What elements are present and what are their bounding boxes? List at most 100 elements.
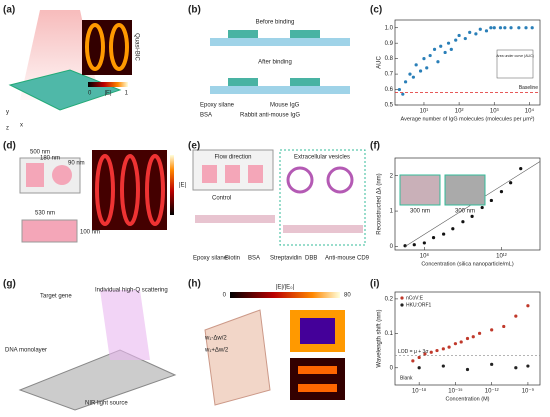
y-tick-label: 0.8 — [385, 56, 394, 62]
scale-label: 300 nm — [410, 209, 430, 215]
x-tick-label: 10² — [455, 109, 464, 115]
field-lobe — [109, 23, 129, 71]
legend-marker — [400, 303, 404, 307]
x-axis-label: Average number of IgG molecules (molecul… — [401, 116, 535, 122]
point — [509, 26, 513, 30]
substrate — [18, 349, 177, 411]
side-view — [21, 219, 78, 243]
label: 530 nm — [35, 211, 55, 217]
label: |E|/|E₀| — [276, 285, 295, 291]
x-tick-label: 10⁸ — [420, 253, 430, 260]
point — [457, 33, 461, 38]
point — [425, 66, 429, 70]
point — [484, 29, 489, 33]
point — [441, 347, 445, 351]
point — [411, 75, 415, 79]
point — [514, 314, 518, 318]
panel-label: (i) — [370, 279, 379, 290]
x-tick-label: 10¹ — [420, 109, 429, 115]
legend: DBB — [305, 256, 317, 262]
label: 80 — [344, 293, 351, 299]
x-tick-label: 10⁻¹⁸ — [412, 388, 427, 395]
y-tick-label: 1 — [390, 209, 394, 215]
pillar — [290, 78, 320, 86]
point — [502, 324, 506, 329]
label: y — [6, 110, 9, 116]
point — [401, 92, 405, 96]
legend: Anti-mouse CD9 — [325, 256, 370, 262]
point — [417, 355, 421, 360]
point — [432, 47, 437, 51]
substrate — [210, 38, 350, 46]
sem-inset — [444, 174, 486, 206]
y-axis-label: Wavelength shift (nm) — [377, 309, 383, 367]
point — [471, 335, 475, 339]
panel-h: |E|/|E₀| 0 80 w₁-Δw/2 w₁+Δw/2 — [204, 285, 351, 406]
point — [490, 362, 494, 366]
point — [461, 220, 465, 224]
field-lobe — [120, 154, 140, 226]
field-lobe — [145, 154, 165, 226]
point — [509, 181, 513, 185]
label: Quasi-BIC — [133, 33, 139, 61]
point — [439, 44, 443, 48]
panel-label: (c) — [370, 5, 382, 16]
label: 100 nm — [80, 230, 100, 236]
label: 1 — [125, 91, 129, 97]
point — [465, 336, 470, 341]
point — [459, 340, 463, 344]
x-tick-label: 10⁴ — [525, 108, 535, 115]
y-axis-label: AUC — [377, 56, 383, 69]
y-tick-label: 0.5 — [385, 103, 394, 109]
point — [447, 345, 451, 349]
point — [449, 47, 453, 51]
colorbar — [88, 82, 128, 87]
y-tick-label: 0.1 — [385, 331, 394, 337]
point — [431, 236, 436, 240]
point — [477, 331, 482, 335]
well — [225, 165, 240, 183]
legend-marker — [400, 296, 404, 300]
field-lobe — [85, 23, 105, 71]
x-tick-label: 10³ — [490, 109, 499, 115]
legend: Biotin — [225, 256, 240, 262]
point — [478, 27, 482, 31]
panel-label: (h) — [188, 279, 201, 290]
baseline-label: Baseline — [519, 85, 538, 91]
label: w₁-Δw/2 — [204, 336, 227, 342]
point — [465, 367, 470, 372]
field-lobe — [298, 384, 337, 392]
field-lobe — [298, 366, 337, 374]
substrate — [195, 215, 275, 223]
point — [468, 30, 472, 34]
point — [443, 50, 447, 55]
label: 90 nm — [68, 161, 85, 167]
sem-inset — [399, 174, 441, 206]
point — [489, 26, 493, 30]
panel-d: 500 nm 180 nm 90 nm 530 nm 100 nm |E| — [19, 150, 187, 243]
point — [436, 60, 440, 64]
y-tick-label: 0.7 — [385, 72, 394, 78]
point — [470, 214, 474, 218]
panel-label: (b) — [188, 5, 201, 16]
disk — [52, 165, 72, 185]
plot-frame — [394, 157, 541, 251]
panel-e: Flow direction Control Extracellular ves… — [192, 149, 370, 262]
point — [408, 72, 412, 76]
point — [526, 304, 530, 308]
panel-label: (a) — [3, 5, 15, 16]
point — [503, 26, 507, 30]
y-tick-label: 0.9 — [385, 41, 394, 47]
y-tick-label: 1.0 — [385, 25, 394, 31]
legend: Streptavidin — [270, 256, 302, 262]
colorbar — [230, 292, 340, 298]
x-tick-label: 10⁻¹⁵ — [448, 388, 463, 395]
zoom-box — [279, 149, 366, 246]
legend: Epoxy silane — [200, 103, 235, 109]
label: Flow direction — [214, 155, 251, 161]
label: |E| — [179, 183, 187, 189]
point — [474, 32, 478, 36]
plot-frame — [394, 19, 541, 106]
label: Before binding — [256, 20, 295, 26]
point — [422, 57, 426, 61]
